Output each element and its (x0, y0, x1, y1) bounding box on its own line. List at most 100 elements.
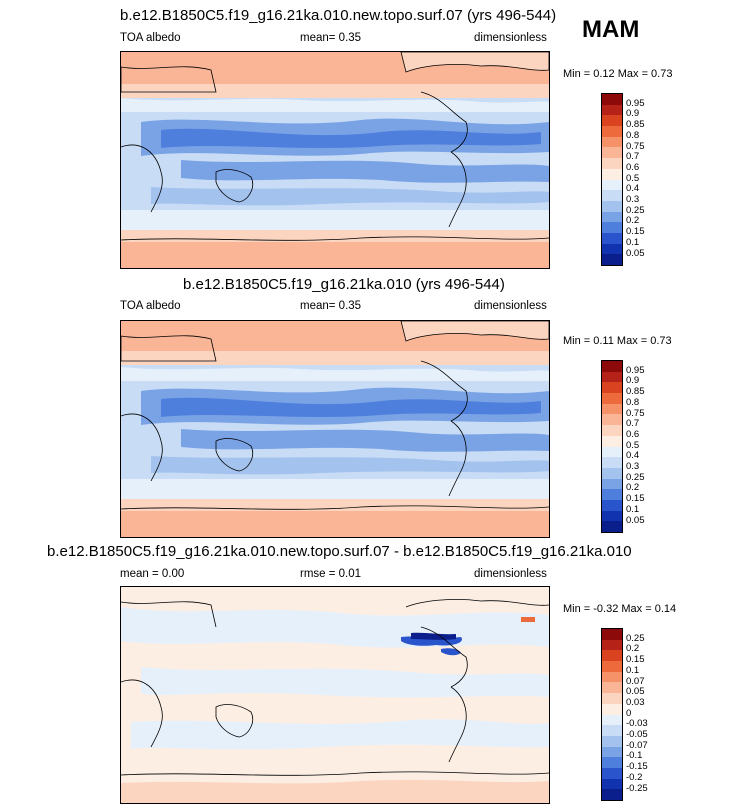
colorbar-tick-label: 0.7 (626, 151, 640, 163)
colorbar-tick-label: 0.25 (626, 204, 645, 216)
colorbar-tick-label: 0.2 (626, 643, 640, 655)
panel2-contour-field (121, 321, 549, 537)
panel3-minmax: Min = -0.32 Max = 0.14 (563, 603, 677, 615)
colorbar-tick-label: -0.2 (626, 771, 643, 783)
colorbar-tick-label: 0.3 (626, 194, 640, 205)
colorbar-tick-label: -0.03 (626, 718, 648, 730)
colorbar-swatch (602, 693, 622, 704)
colorbar-swatch (602, 361, 622, 372)
colorbar-tick-label: 0.03 (626, 696, 645, 708)
colorbar-swatch (602, 254, 622, 265)
colorbar-tick-label: 0.05 (626, 514, 645, 526)
colorbar-swatch (602, 650, 622, 662)
colorbar-tick-label: 0.15 (626, 654, 645, 666)
panel3-rmse-label: rmse = 0.01 (300, 568, 362, 580)
colorbar-tick-label: 0.6 (626, 428, 640, 440)
colorbar-swatch (602, 104, 622, 116)
colorbar-swatch (602, 510, 622, 522)
colorbar-tick-label: 0.2 (626, 215, 640, 227)
colorbar-swatch (602, 243, 622, 255)
colorbar-tick-label: 0.6 (626, 161, 640, 173)
colorbar-swatch (602, 757, 622, 768)
colorbar-swatch (602, 746, 622, 758)
colorbar-tick-label: 0.1 (626, 664, 640, 676)
panel2-title: b.e12.B1850C5.f19_g16.21ka.010 (yrs 496-… (183, 276, 505, 293)
colorbar-swatch (602, 371, 622, 383)
colorbar-swatch (602, 168, 622, 180)
colorbar-swatch (602, 671, 622, 683)
colorbar-swatch (602, 126, 622, 137)
colorbar-swatch (602, 789, 622, 800)
colorbar-tick-label: 0.2 (626, 482, 640, 494)
panel1-units-label: dimensionless (474, 32, 547, 44)
colorbar-tick-label: 0.5 (626, 172, 640, 184)
colorbar-swatch (602, 489, 622, 500)
colorbar-swatch (602, 200, 622, 212)
colorbar-swatch (602, 703, 622, 715)
colorbar-tick-label: 0.8 (626, 396, 640, 408)
colorbar-tick-label: -0.05 (626, 729, 648, 740)
colorbar-tick-label: 0.25 (626, 632, 645, 644)
colorbar-tick-label: 0.95 (626, 97, 645, 109)
colorbar-tick-label: 0.15 (626, 226, 645, 238)
colorbar-tick-label: 0.4 (626, 183, 640, 195)
colorbar-swatch (602, 478, 622, 490)
colorbar-tick-label: 0.25 (626, 471, 645, 483)
panel2-map (120, 320, 550, 538)
colorbar-swatch (602, 115, 622, 127)
panel2-units-label: dimensionless (474, 300, 547, 312)
colorbar-swatch (602, 639, 622, 651)
panel3-units-label: dimensionless (474, 568, 547, 580)
colorbar-swatch (602, 682, 622, 694)
panel2-variable-label: TOA albedo (120, 300, 181, 312)
panel3-title: b.e12.B1850C5.f19_g16.21ka.010.new.topo.… (47, 543, 632, 560)
colorbar-swatch (602, 661, 622, 672)
colorbar-swatch (602, 629, 622, 640)
colorbar-swatch (602, 393, 622, 404)
panel1-contour-field (121, 52, 549, 268)
colorbar-tick-label: 0.3 (626, 461, 640, 472)
panel2-minmax: Min = 0.11 Max = 0.73 (563, 335, 672, 347)
colorbar-tick-label: -0.1 (626, 750, 643, 762)
colorbar-swatch (602, 435, 622, 447)
panel3-mean-label: mean = 0.00 (120, 568, 185, 580)
colorbar-tick-label: 0.1 (626, 236, 640, 248)
colorbar-swatch (602, 725, 622, 736)
colorbar-tick-label: 0.85 (626, 386, 645, 398)
colorbar-swatch (602, 211, 622, 223)
colorbar-swatch (602, 767, 622, 779)
colorbar-swatch (602, 232, 622, 244)
colorbar-swatch (602, 521, 622, 532)
colorbar-swatch (602, 735, 622, 747)
panel1-title: b.e12.B1850C5.f19_g16.21ka.010.new.topo.… (120, 7, 557, 24)
colorbar-swatch (602, 414, 622, 426)
colorbar-swatch (602, 714, 622, 726)
colorbar-swatch (602, 147, 622, 159)
colorbar-tick-label: -0.25 (626, 782, 648, 794)
colorbar-tick-label: 0.75 (626, 140, 645, 152)
panel1-mean-label: mean= 0.35 (300, 32, 362, 44)
colorbar-swatch (602, 457, 622, 468)
colorbar-tick-label: -0.15 (626, 761, 648, 773)
colorbar-swatch (602, 467, 622, 479)
colorbar-tick-label: 0.75 (626, 407, 645, 419)
colorbar-tick-label: 0.05 (626, 247, 645, 259)
colorbar-tick-label: 0.5 (626, 439, 640, 451)
colorbar-tick-label: 0.95 (626, 364, 645, 376)
colorbar-tick-label: 0.05 (626, 686, 645, 698)
panel1-map (120, 51, 550, 269)
panel3-map (120, 586, 550, 804)
panel1-colorbar (601, 93, 623, 266)
colorbar-swatch (602, 190, 622, 201)
colorbar-swatch (602, 446, 622, 458)
colorbar-swatch (602, 403, 622, 415)
colorbar-tick-label: 0 (626, 707, 632, 719)
panel3-colorbar (601, 628, 623, 801)
colorbar-tick-label: 0.8 (626, 129, 640, 141)
colorbar-swatch (602, 94, 622, 105)
colorbar-tick-label: 0.9 (626, 375, 640, 387)
colorbar-swatch (602, 778, 622, 790)
colorbar-swatch (602, 158, 622, 169)
colorbar-tick-label: 0.07 (626, 675, 645, 687)
colorbar-swatch (602, 499, 622, 511)
